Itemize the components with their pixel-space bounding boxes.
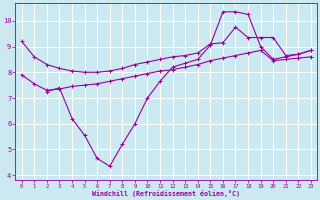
X-axis label: Windchill (Refroidissement éolien,°C): Windchill (Refroidissement éolien,°C) [92, 190, 240, 197]
